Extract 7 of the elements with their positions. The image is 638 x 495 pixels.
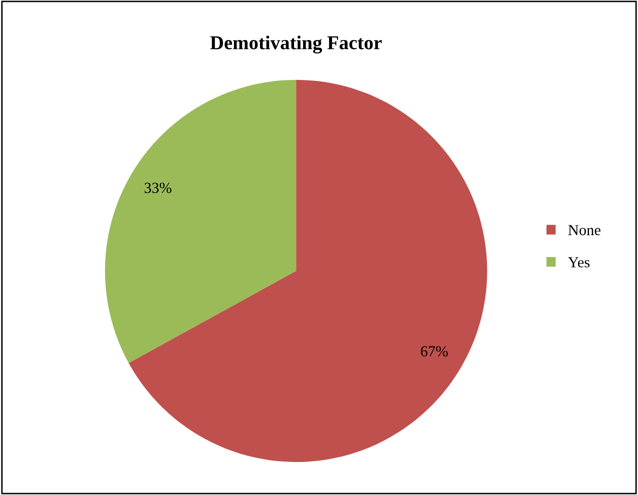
legend-label: None	[568, 225, 600, 236]
chart-title: Demotivating Factor	[210, 36, 382, 54]
pie-slice	[128, 80, 488, 462]
data-label: 67%	[420, 346, 448, 356]
legend-label: Yes	[568, 257, 590, 268]
data-label: 33%	[144, 182, 172, 194]
pie-slice	[105, 80, 296, 363]
